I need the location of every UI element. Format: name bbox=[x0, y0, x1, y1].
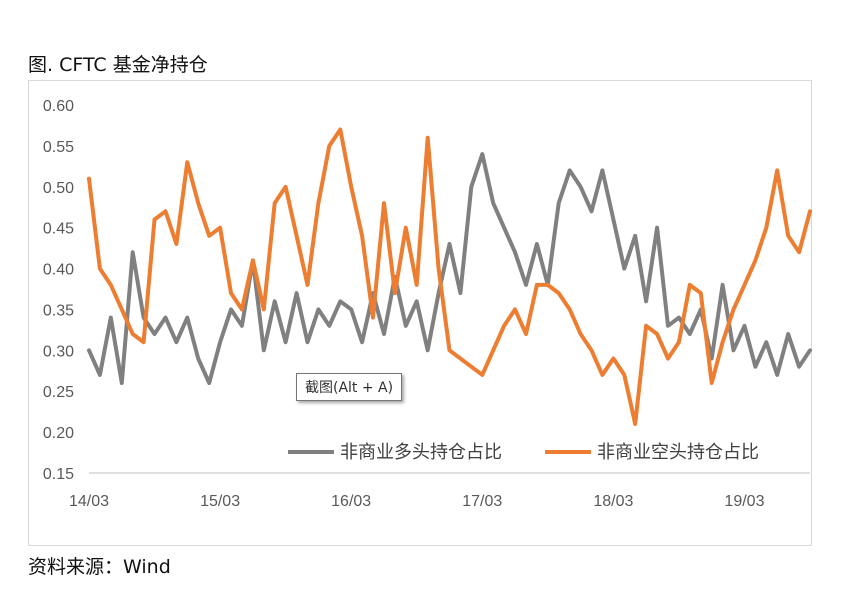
x-tick-label: 17/03 bbox=[462, 493, 502, 510]
y-axis-ticks: 0.15 0.20 0.25 0.30 0.35 0.40 0.45 0.50 0.55 0.60 bbox=[43, 98, 74, 483]
x-tick-label: 19/03 bbox=[724, 493, 764, 510]
legend: 非商业多头持仓占比 非商业空头持仓占比 bbox=[288, 442, 759, 462]
y-tick-label: 0.25 bbox=[43, 384, 74, 401]
series-line-long bbox=[87, 152, 812, 385]
y-tick-label: 0.55 bbox=[43, 139, 74, 156]
source-note: 资料来源：Wind bbox=[28, 556, 171, 578]
y-tick-label: 0.50 bbox=[43, 180, 74, 197]
x-tick-label: 18/03 bbox=[593, 493, 633, 510]
legend-label-long: 非商业多头持仓占比 bbox=[340, 442, 502, 462]
y-tick-label: 0.15 bbox=[43, 466, 74, 483]
y-tick-label: 0.20 bbox=[43, 425, 74, 442]
y-tick-label: 0.60 bbox=[43, 98, 74, 115]
figure-title: 图. CFTC 基金净持仓 bbox=[28, 54, 208, 76]
y-tick-label: 0.35 bbox=[43, 302, 74, 319]
y-tick-label: 0.30 bbox=[43, 343, 74, 360]
x-tick-label: 14/03 bbox=[69, 493, 109, 510]
legend-label-short: 非商业空头持仓占比 bbox=[597, 442, 759, 462]
screenshot-tooltip: 截图(Alt + A) bbox=[296, 373, 403, 401]
y-tick-label: 0.45 bbox=[43, 221, 74, 238]
series-layer bbox=[87, 127, 812, 426]
x-axis-ticks: 14/03 15/03 16/03 17/03 18/03 19/03 bbox=[69, 493, 765, 510]
y-tick-label: 0.40 bbox=[43, 262, 74, 279]
series-line-short bbox=[87, 127, 812, 426]
x-tick-label: 15/03 bbox=[200, 493, 240, 510]
x-tick-label: 16/03 bbox=[331, 493, 371, 510]
